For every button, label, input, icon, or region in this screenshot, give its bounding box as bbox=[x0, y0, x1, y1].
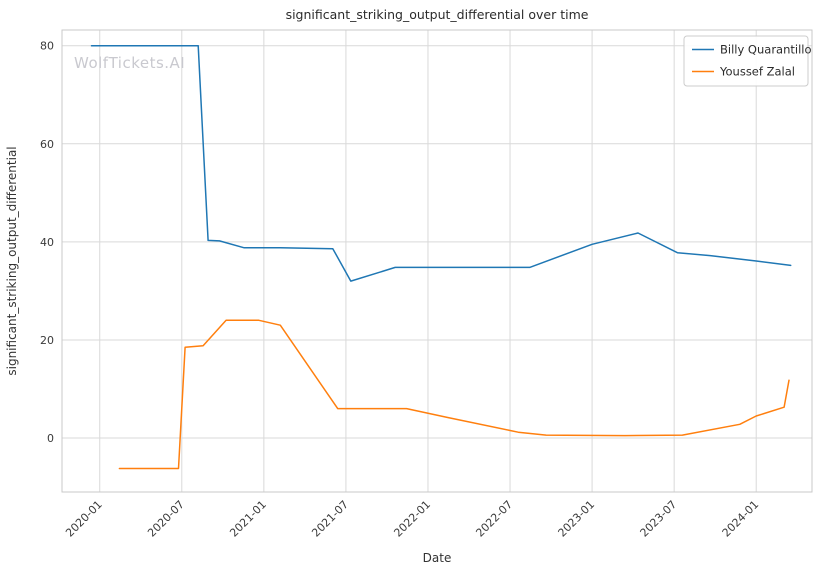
x-axis-label: Date bbox=[423, 551, 452, 565]
legend-label-youssef-zalal: Youssef Zalal bbox=[719, 65, 795, 79]
y-axis-label: significant_striking_output_differential bbox=[5, 146, 19, 375]
watermark: WolfTickets.AI bbox=[74, 54, 185, 72]
y-tick-label: 80 bbox=[40, 40, 54, 53]
legend-box bbox=[683, 35, 809, 87]
series-line-youssef-zalal bbox=[118, 319, 790, 470]
y-tick-label: 0 bbox=[47, 432, 54, 445]
plot-border bbox=[61, 29, 813, 493]
y-tick-label: 40 bbox=[40, 236, 54, 249]
series-layer bbox=[90, 44, 792, 470]
grid-layer bbox=[62, 30, 812, 492]
y-tick-label: 20 bbox=[40, 334, 54, 347]
legend: Billy Quarantillo Youssef Zalal bbox=[683, 35, 812, 87]
series-line-billy-quarantillo bbox=[90, 44, 792, 282]
chart-title: significant_striking_output_differential… bbox=[286, 7, 589, 22]
y-tick-label: 60 bbox=[40, 138, 54, 151]
legend-label-billy-quarantillo: Billy Quarantillo bbox=[720, 43, 812, 57]
